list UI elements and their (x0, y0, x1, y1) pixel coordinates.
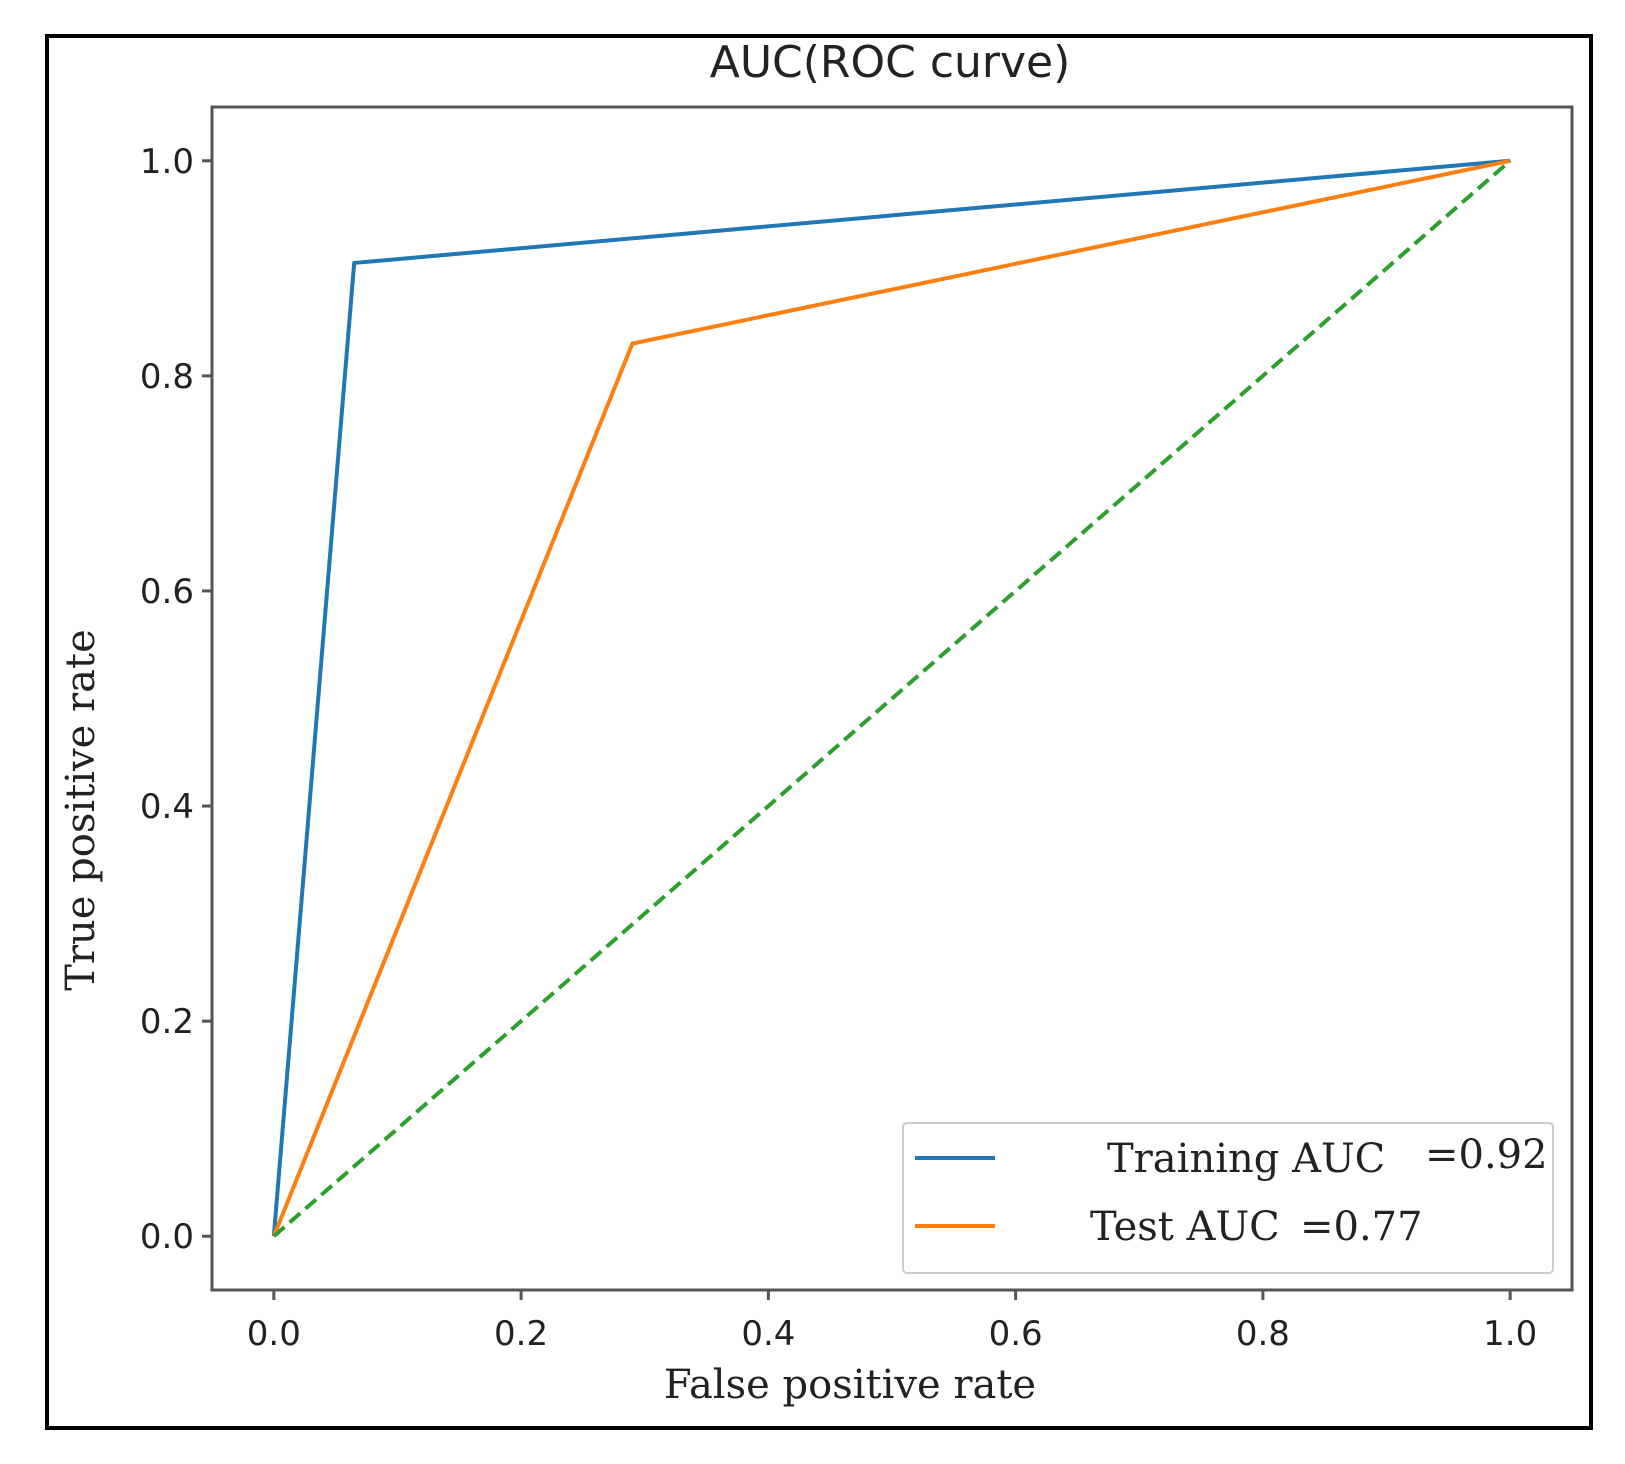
y-tick-label: 0.4 (140, 787, 194, 827)
x-tick-label: 1.0 (1483, 1314, 1537, 1354)
x-tick-label: 0.0 (247, 1314, 301, 1354)
x-tick-label: 0.8 (1236, 1314, 1290, 1354)
legend-value-training: =0.92 (1425, 1132, 1548, 1178)
test-roc-line (271, 158, 1511, 1237)
y-tick-label: 0.6 (140, 572, 194, 612)
x-tick-label: 0.2 (494, 1314, 548, 1354)
x-tick-label: 0.6 (989, 1314, 1043, 1354)
y-tick-label: 1.0 (140, 142, 194, 182)
x-axis-ticks: 0.0 0.2 0.4 0.6 0.8 1.0 (247, 1290, 1537, 1354)
plot-area (210, 105, 1574, 1292)
legend-box (902, 1122, 1554, 1274)
chance-diagonal-line (272, 159, 1512, 1238)
y-tick-label: 0.0 (140, 1217, 194, 1257)
legend-value-test: =0.77 (1300, 1204, 1423, 1250)
x-axis-label: False positive rate (664, 1362, 1036, 1408)
x-tick-label: 0.4 (741, 1314, 795, 1354)
y-tick-label: 0.8 (140, 357, 194, 397)
legend: Training AUC =0.92 Test AUC =0.77 (902, 1122, 1554, 1274)
series-lines (271, 158, 1512, 1238)
y-tick-label: 0.2 (140, 1002, 194, 1042)
chart-title: AUC(ROC curve) (710, 37, 1071, 88)
y-axis-ticks: 0.0 0.2 0.4 0.6 0.8 1.0 (140, 142, 212, 1257)
y-axis-label: True positive rate (58, 629, 104, 991)
training-roc-line (271, 158, 1511, 1237)
legend-label-test: Test AUC (1090, 1204, 1280, 1250)
legend-label-training: Training AUC (1107, 1136, 1385, 1182)
